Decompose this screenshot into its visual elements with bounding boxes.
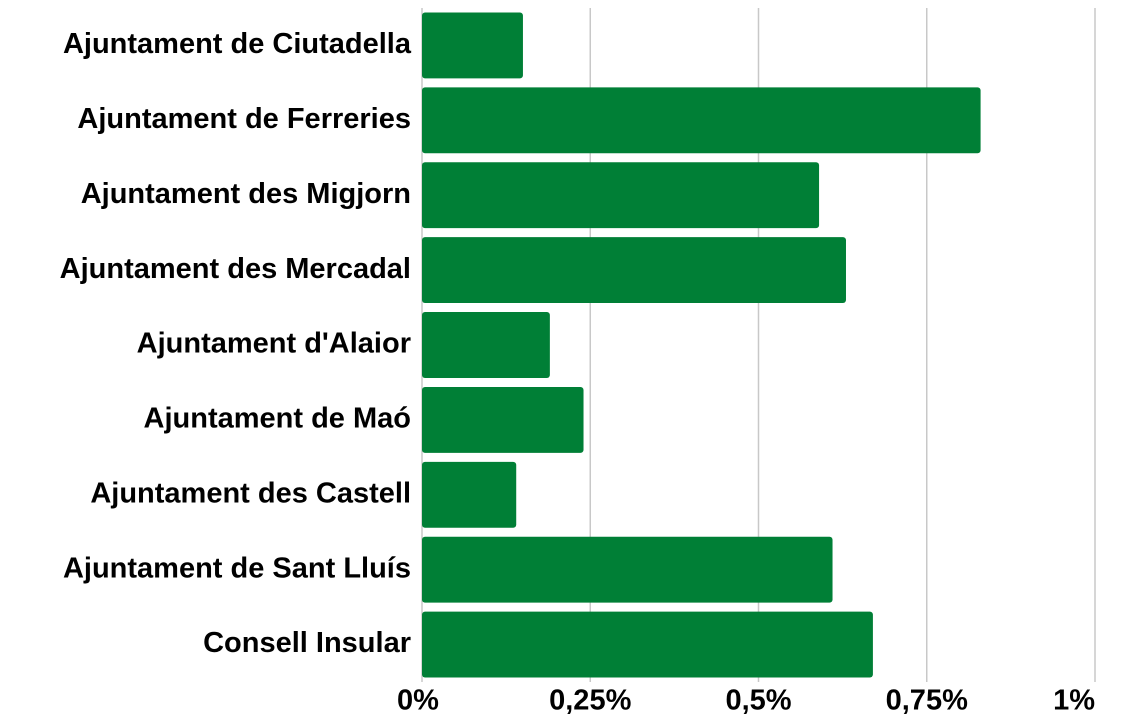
y-tick-label: Ajuntament de Maó (144, 403, 411, 435)
bar (422, 87, 981, 154)
y-tick-label: Ajuntament de Ferreries (77, 103, 411, 135)
y-tick-label: Ajuntament de Ciutadella (63, 28, 412, 60)
y-tick-label: Ajuntament des Castell (90, 477, 411, 509)
bar (422, 237, 846, 304)
y-tick-label: Ajuntament des Mercadal (60, 253, 411, 285)
y-tick-label: Consell Insular (203, 627, 411, 659)
y-tick-label: Ajuntament de Sant Lluís (63, 552, 411, 584)
bar (422, 386, 584, 453)
bar (422, 162, 820, 229)
y-tick-label: Ajuntament des Migjorn (81, 178, 411, 210)
x-tick-label: 0,25% (549, 685, 631, 717)
bar (422, 312, 550, 378)
x-tick-label: 0,75% (886, 685, 968, 717)
x-tick-label: 0% (397, 685, 439, 717)
bar (422, 461, 517, 528)
bar (422, 12, 523, 79)
bar (422, 611, 873, 678)
x-tick-label: 1% (1053, 685, 1095, 717)
bar (422, 536, 833, 603)
x-tick-label: 0,5% (725, 685, 791, 717)
y-tick-label: Ajuntament d'Alaior (137, 328, 411, 360)
